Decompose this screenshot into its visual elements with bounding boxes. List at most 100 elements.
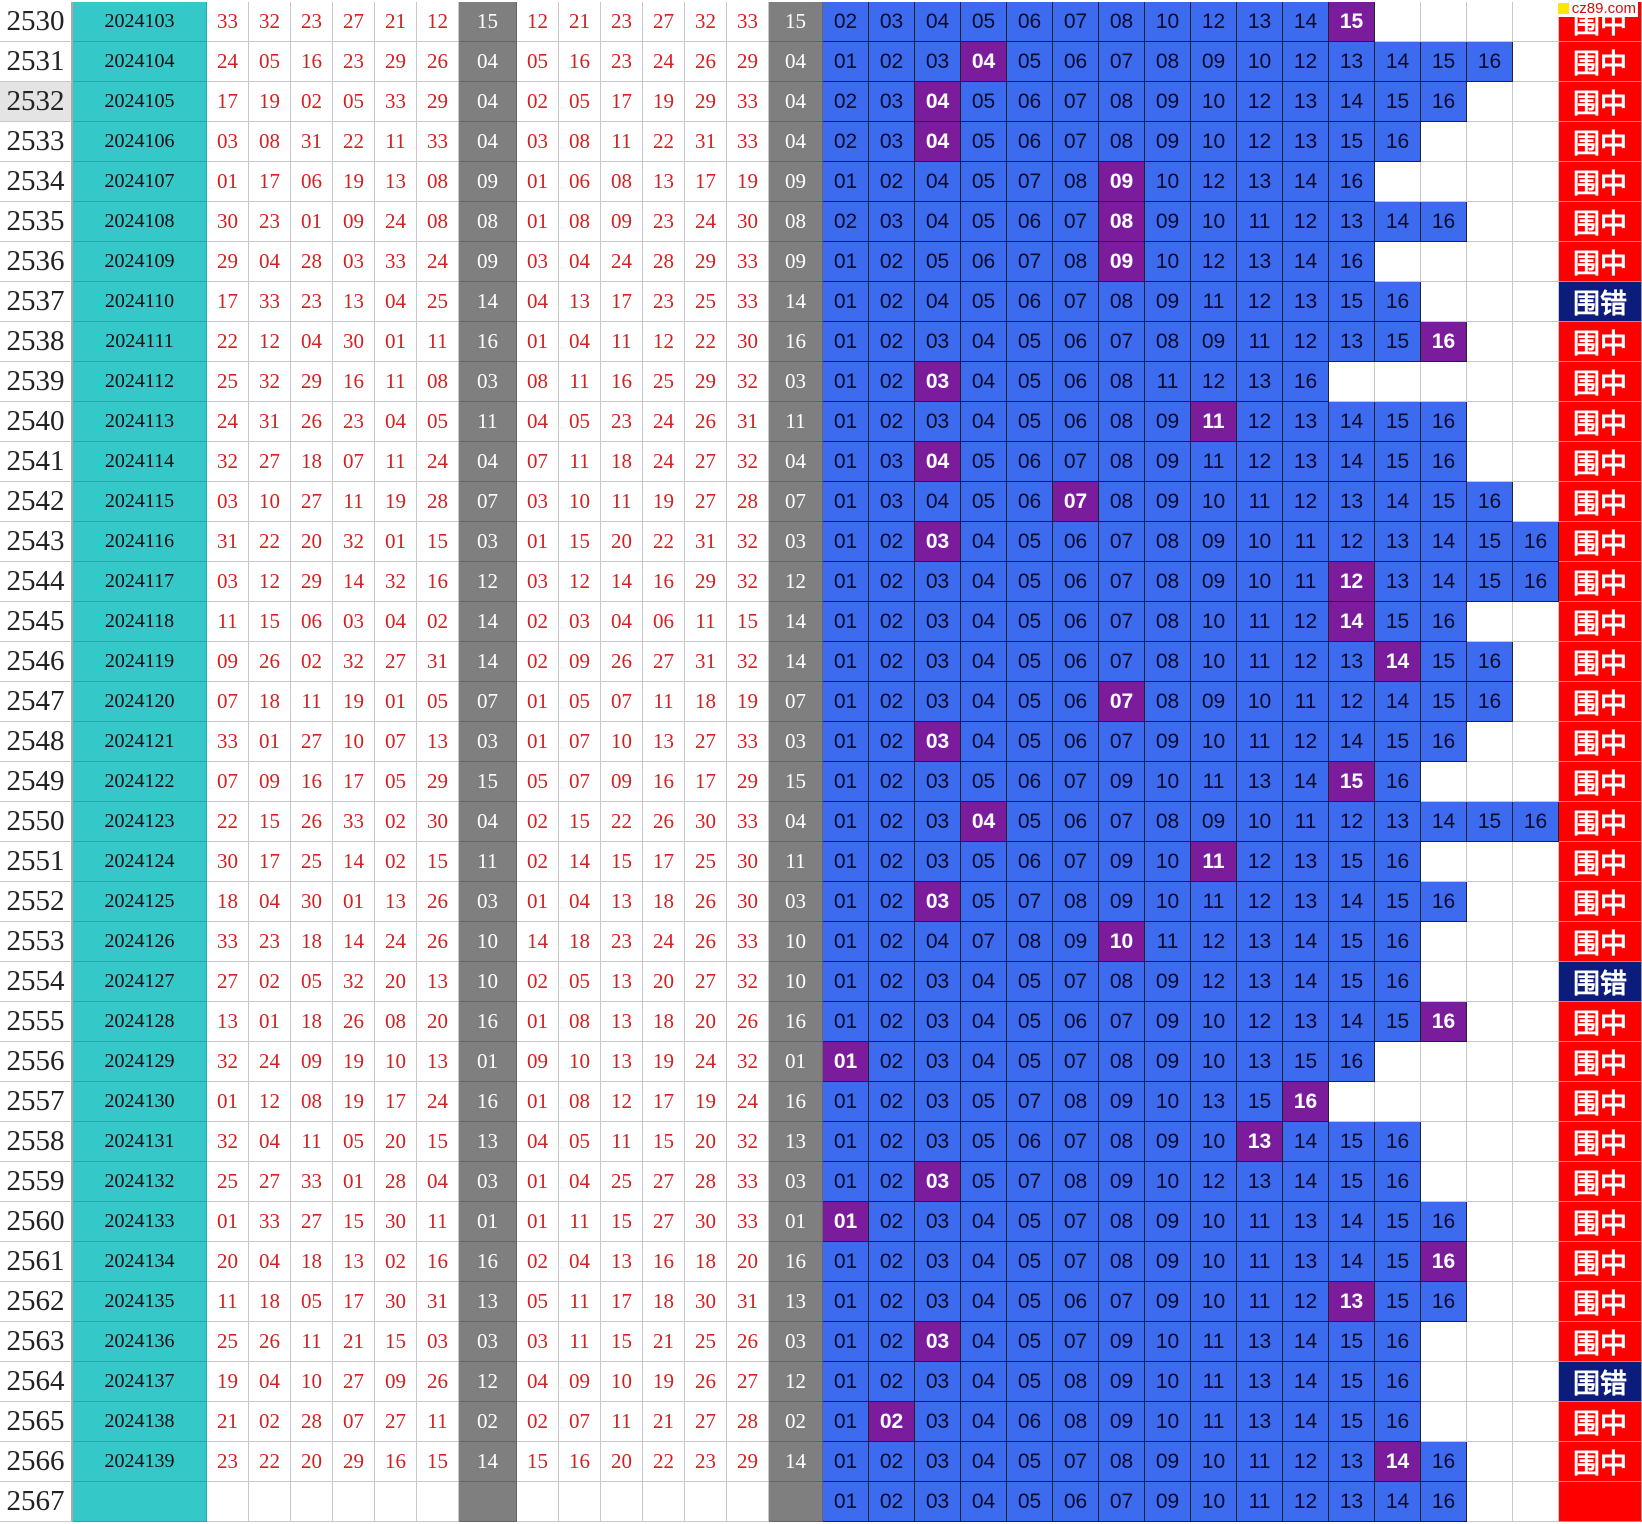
hit-pick: 12 [1329,562,1375,602]
sorted-number: 11 [601,322,643,362]
draw-number: 22 [333,122,375,162]
draw-number: 26 [291,802,333,842]
draw-number: 12 [417,2,459,42]
sorted-number: 16 [643,762,685,802]
draw-number: 32 [375,562,417,602]
pick: 04 [961,1202,1007,1242]
draw-number: 07 [207,682,249,722]
pick: 03 [915,562,961,602]
sorted-number: 20 [643,962,685,1002]
pick: 08 [1099,1242,1145,1282]
sorted-number: 23 [643,282,685,322]
sorted-number: 01 [517,1202,559,1242]
sorted-number: 22 [601,802,643,842]
pick: 01 [823,402,869,442]
empty-cell [1513,922,1559,962]
pick: 03 [915,1362,961,1402]
period: 2024109 [73,242,207,282]
pick: 09 [1099,1322,1145,1362]
pick: 13 [1283,1002,1329,1042]
pick: 16 [1421,722,1467,762]
special-number: 07 [769,482,823,522]
sorted-number: 27 [685,722,727,762]
pick: 02 [869,882,915,922]
pick: 01 [823,1242,869,1282]
pick: 14 [1283,162,1329,202]
pick: 11 [1237,1442,1283,1482]
pick: 03 [915,402,961,442]
pick: 12 [1283,1282,1329,1322]
sorted-number: 25 [685,842,727,882]
special-number: 10 [769,922,823,962]
pick: 05 [1007,42,1053,82]
empty-cell [1467,362,1513,402]
row-number: 2540 [0,402,73,442]
draw-number: 03 [207,562,249,602]
pick: 11 [1145,922,1191,962]
sorted-number: 01 [517,1162,559,1202]
sorted-number: 04 [601,602,643,642]
sorted-number: 23 [601,42,643,82]
pick: 07 [1099,562,1145,602]
empty-cell [1513,722,1559,762]
pick: 12 [1329,522,1375,562]
draw-number: 24 [417,242,459,282]
pick: 08 [1099,1122,1145,1162]
pick: 01 [823,962,869,1002]
sorted-number: 18 [643,1002,685,1042]
pick: 10 [1145,882,1191,922]
result: 围中 [1559,602,1642,642]
pick: 01 [823,282,869,322]
draw-number: 02 [291,642,333,682]
sorted-number: 33 [727,122,769,162]
draw-number: 11 [417,1202,459,1242]
pick: 05 [1007,682,1053,722]
sorted-number: 31 [685,642,727,682]
special-number: 01 [459,1202,517,1242]
draw-number: 24 [375,202,417,242]
pick: 05 [1007,602,1053,642]
row-number: 2561 [0,1242,73,1282]
special-number: 09 [459,162,517,202]
hit-pick: 10 [1099,922,1145,962]
pick: 06 [1053,1282,1099,1322]
sorted-number: 13 [643,162,685,202]
period: 2024135 [73,1282,207,1322]
pick: 15 [1375,322,1421,362]
draw-number: 26 [249,642,291,682]
draw-number: 23 [249,202,291,242]
draw-number: 05 [375,762,417,802]
pick: 06 [1007,1122,1053,1162]
draw-number: 19 [249,82,291,122]
pick: 06 [1053,1482,1099,1522]
pick: 15 [1375,82,1421,122]
pick: 13 [1237,1042,1283,1082]
pick: 09 [1191,42,1237,82]
empty-cell [1421,362,1467,402]
sorted-number: 19 [727,162,769,202]
sorted-number: 15 [601,1202,643,1242]
sorted-number: 10 [601,722,643,762]
pick: 04 [961,1482,1007,1522]
draw-number: 20 [291,522,333,562]
draw-number: 03 [333,602,375,642]
pick: 16 [1467,682,1513,722]
empty-cell [1513,202,1559,242]
pick: 13 [1191,1082,1237,1122]
special-number: 10 [459,962,517,1002]
pick: 02 [869,1122,915,1162]
pick: 12 [1191,2,1237,42]
sorted-number: 17 [601,282,643,322]
draw-number: 11 [375,122,417,162]
pick: 05 [1007,722,1053,762]
draw-number: 33 [249,282,291,322]
draw-number: 33 [207,2,249,42]
empty-cell [1513,642,1559,682]
sorted-number: 23 [601,922,643,962]
special-number: 11 [459,402,517,442]
draw-number: 33 [207,922,249,962]
empty-cell [1421,842,1467,882]
sorted-number: 04 [559,322,601,362]
pick: 15 [1375,602,1421,642]
pick: 11 [1237,1202,1283,1242]
